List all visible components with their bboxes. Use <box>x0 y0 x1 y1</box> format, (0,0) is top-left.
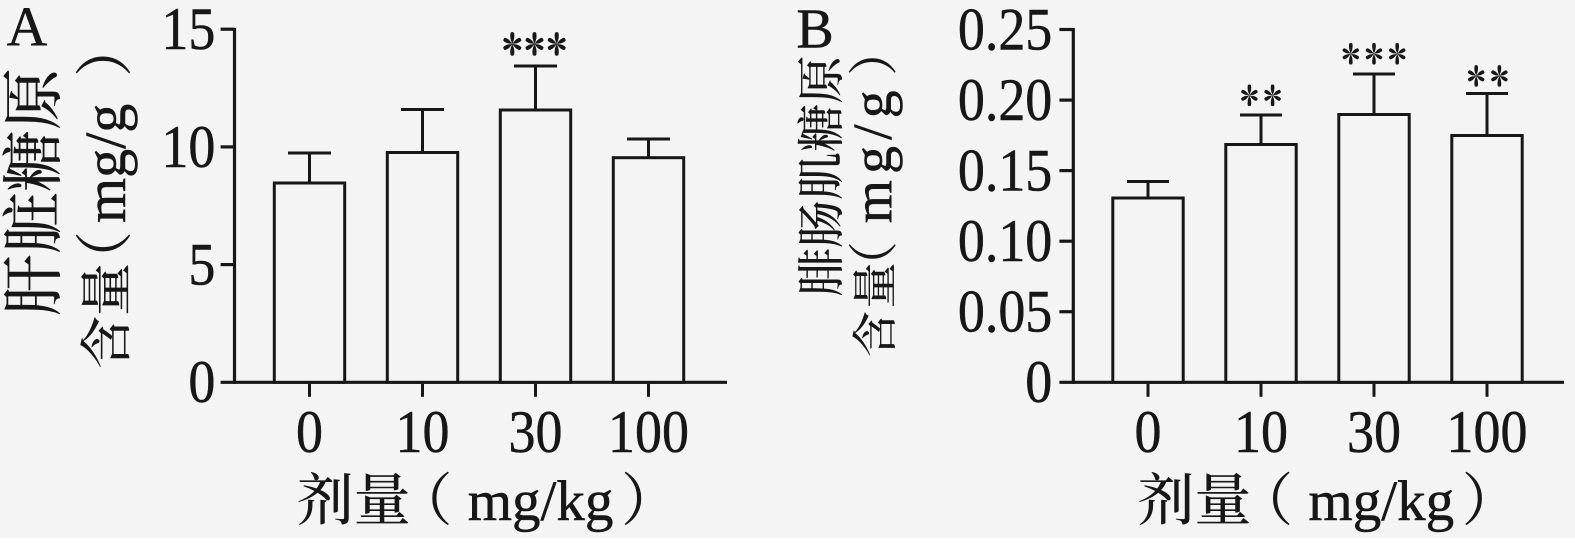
svg-text:100: 100 <box>1447 399 1528 465</box>
svg-text:15: 15 <box>161 0 215 63</box>
svg-text:0: 0 <box>1025 350 1052 416</box>
svg-text:10: 10 <box>161 114 215 180</box>
svg-text:30: 30 <box>1347 399 1401 465</box>
svg-text:B: B <box>796 0 833 61</box>
svg-text:30: 30 <box>509 399 563 465</box>
svg-text:0: 0 <box>188 350 215 416</box>
svg-text:mg/g: mg/g <box>843 84 904 223</box>
svg-text:mg/g: mg/g <box>73 104 138 223</box>
svg-text:0.10: 0.10 <box>958 209 1052 275</box>
svg-text:0.15: 0.15 <box>958 138 1052 204</box>
svg-text:0.25: 0.25 <box>958 0 1052 63</box>
svg-text:A: A <box>7 0 48 59</box>
svg-text:0: 0 <box>1135 399 1162 465</box>
svg-text:10: 10 <box>396 399 450 465</box>
svg-text:0.20: 0.20 <box>958 67 1052 133</box>
svg-text:100: 100 <box>608 399 689 465</box>
svg-text:0.05: 0.05 <box>958 279 1052 345</box>
svg-text:mg/kg: mg/kg <box>468 470 614 533</box>
svg-text:mg/kg: mg/kg <box>1308 470 1454 533</box>
svg-text:10: 10 <box>1234 399 1288 465</box>
svg-text:0: 0 <box>296 399 323 465</box>
svg-text:5: 5 <box>188 232 215 298</box>
